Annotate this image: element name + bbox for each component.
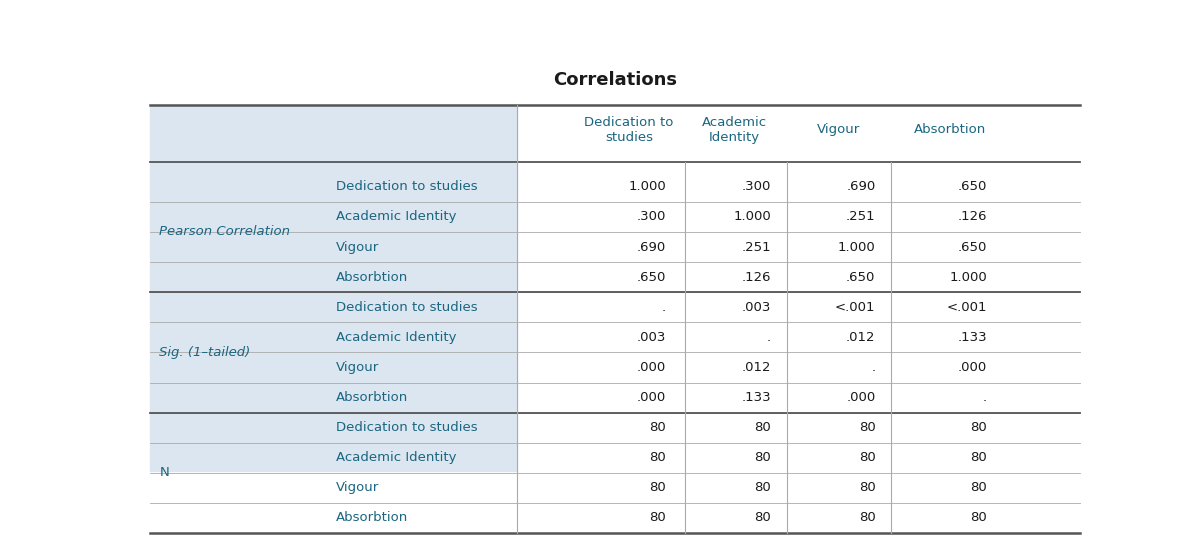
Text: .133: .133 — [958, 331, 986, 344]
Text: .650: .650 — [958, 241, 986, 254]
Text: .: . — [871, 361, 876, 374]
Text: 80: 80 — [649, 421, 666, 434]
Text: 80: 80 — [755, 512, 772, 525]
Text: 80: 80 — [859, 451, 876, 464]
Text: 80: 80 — [971, 512, 986, 525]
Text: .012: .012 — [846, 331, 876, 344]
Text: .000: .000 — [637, 361, 666, 374]
Text: Dedication to studies: Dedication to studies — [336, 421, 478, 434]
Text: .650: .650 — [637, 270, 666, 283]
Text: Academic Identity: Academic Identity — [336, 451, 456, 464]
Text: .690: .690 — [637, 241, 666, 254]
Text: Vigour: Vigour — [816, 123, 860, 136]
Text: Sig. (1–tailed): Sig. (1–tailed) — [160, 346, 251, 359]
Text: .126: .126 — [742, 270, 772, 283]
Text: 1.000: 1.000 — [733, 211, 772, 223]
Text: 80: 80 — [649, 481, 666, 494]
Text: Correlations: Correlations — [553, 71, 677, 89]
Text: .133: .133 — [742, 391, 772, 404]
Text: 80: 80 — [971, 481, 986, 494]
Text: .300: .300 — [742, 180, 772, 193]
Text: .003: .003 — [742, 301, 772, 314]
Text: 80: 80 — [649, 451, 666, 464]
Text: 80: 80 — [755, 421, 772, 434]
Text: 80: 80 — [649, 512, 666, 525]
Text: Academic Identity: Academic Identity — [336, 211, 456, 223]
Text: 1.000: 1.000 — [838, 241, 876, 254]
Text: Vigour: Vigour — [336, 481, 379, 494]
Text: .000: .000 — [637, 391, 666, 404]
Text: 80: 80 — [971, 451, 986, 464]
Text: 80: 80 — [755, 451, 772, 464]
Text: N: N — [160, 466, 169, 479]
Text: .012: .012 — [742, 361, 772, 374]
Text: 80: 80 — [859, 512, 876, 525]
Bar — [150, 105, 517, 471]
Text: Vigour: Vigour — [336, 241, 379, 254]
Text: <.001: <.001 — [835, 301, 876, 314]
Text: 1.000: 1.000 — [949, 270, 986, 283]
Text: Absorbtion: Absorbtion — [336, 391, 408, 404]
Text: .300: .300 — [637, 211, 666, 223]
Text: .: . — [662, 301, 666, 314]
Text: 80: 80 — [859, 481, 876, 494]
Text: 80: 80 — [755, 481, 772, 494]
Text: .650: .650 — [958, 180, 986, 193]
Text: Absorbtion: Absorbtion — [336, 512, 408, 525]
Text: Dedication to
studies: Dedication to studies — [584, 116, 673, 144]
Text: <.001: <.001 — [947, 301, 986, 314]
Text: Dedication to studies: Dedication to studies — [336, 180, 478, 193]
Text: .251: .251 — [846, 211, 876, 223]
Text: Dedication to studies: Dedication to studies — [336, 301, 478, 314]
Text: 80: 80 — [859, 421, 876, 434]
Text: Vigour: Vigour — [336, 361, 379, 374]
Text: .650: .650 — [846, 270, 876, 283]
Text: .003: .003 — [637, 331, 666, 344]
Text: .690: .690 — [846, 180, 876, 193]
Text: Absorbtion: Absorbtion — [336, 270, 408, 283]
Text: .126: .126 — [958, 211, 986, 223]
Text: Academic
Identity: Academic Identity — [702, 116, 767, 144]
Text: .000: .000 — [958, 361, 986, 374]
Text: 80: 80 — [971, 421, 986, 434]
Text: .: . — [767, 331, 772, 344]
Text: Pearson Correlation: Pearson Correlation — [160, 225, 290, 238]
Text: .251: .251 — [742, 241, 772, 254]
Text: .000: .000 — [846, 391, 876, 404]
Text: .: . — [983, 391, 986, 404]
Text: 1.000: 1.000 — [629, 180, 666, 193]
Text: Academic Identity: Academic Identity — [336, 331, 456, 344]
Text: Absorbtion: Absorbtion — [913, 123, 986, 136]
